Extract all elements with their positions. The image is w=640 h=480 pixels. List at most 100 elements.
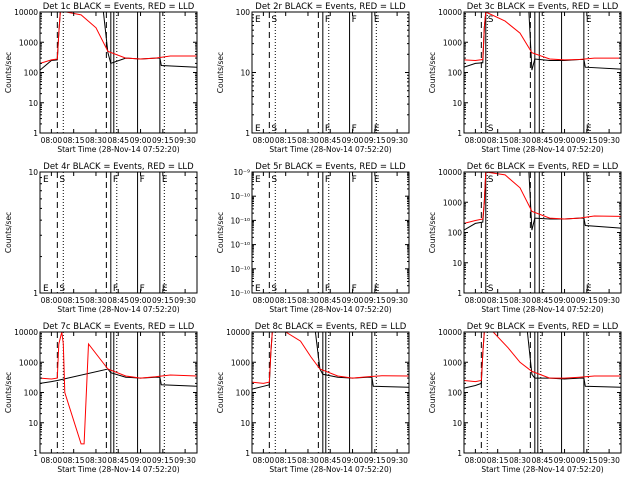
y-tick-label: 100 [448, 389, 463, 398]
marker-label: F [325, 284, 330, 294]
x-tick-label: 08:45 [319, 136, 341, 145]
x-tick-label: 09:00 [342, 456, 364, 465]
marker-label: F [113, 175, 118, 185]
x-tick-label: 09:30 [174, 136, 196, 145]
x-tick-label: 09:30 [598, 296, 620, 305]
y-tick-label: 10000 [438, 168, 462, 177]
y-tick-label: 10 [28, 419, 38, 428]
marker-label: S [488, 124, 494, 134]
marker-label: F [113, 284, 118, 294]
x-tick-label: 08:00 [41, 456, 63, 465]
x-tick-label: 09:15 [364, 456, 386, 465]
y-tick-label: 10⁻¹⁰ [230, 192, 250, 201]
x-tick-label: 08:30 [297, 136, 319, 145]
chart-panel-1: Det 1c BLACK = Events, RED = LLD 1 10 100 10… [4, 2, 198, 154]
x-tick-label: 09:15 [152, 296, 174, 305]
x-tick-label: 09:00 [554, 456, 576, 465]
y-tick-label: 1000 [231, 358, 250, 367]
y-tick-label: 10 [452, 419, 462, 428]
x-tick-label: 08:00 [41, 296, 63, 305]
y-axis-label: Counts/sec [428, 52, 437, 93]
marker-label: E [162, 175, 168, 185]
x-tick-label: 08:30 [509, 136, 531, 145]
marker-label: S [271, 15, 277, 25]
y-axis-label: Counts/sec [4, 212, 13, 253]
x-tick-label: 08:45 [531, 456, 553, 465]
x-tick-label: 08:45 [319, 296, 341, 305]
x-tick-label: 08:30 [297, 456, 319, 465]
marker-label: E [162, 284, 168, 294]
x-tick-label: 09:30 [598, 456, 620, 465]
y-tick-label: 1 [457, 129, 462, 138]
marker-label: S [271, 175, 277, 185]
y-tick-label: 10 [28, 168, 38, 177]
x-tick-label: 09:15 [576, 136, 598, 145]
marker-label: E [586, 284, 592, 294]
chart-title: Det 9c BLACK = Events, RED = LLD [467, 322, 619, 332]
series-events-line [40, 368, 197, 387]
y-tick-label: 1 [33, 289, 38, 298]
marker-label: E [586, 124, 592, 134]
chart-title: Det 4r BLACK = Events, RED = LLD [43, 162, 194, 172]
x-tick-label: 09:00 [342, 136, 364, 145]
y-tick-label: 100 [24, 389, 39, 398]
x-tick-label: 09:15 [152, 456, 174, 465]
x-tick-label: 08:30 [297, 296, 319, 305]
y-tick-label: 1000 [443, 198, 462, 207]
x-axis-label: Start Time (28-Nov-14 07:52:20) [57, 145, 179, 154]
series-lld-line [464, 12, 621, 62]
chart-panel-4: Det 4r BLACK = Events, RED = LLDEESSFFFF… [4, 162, 198, 314]
x-tick-label: 09:00 [554, 296, 576, 305]
x-tick-label: 09:30 [598, 136, 620, 145]
marker-label: S [488, 15, 494, 25]
x-tick-label: 09:00 [130, 136, 152, 145]
y-tick-label: 1 [245, 129, 250, 138]
y-tick-label: 100 [24, 69, 39, 78]
chart-panel-5: Det 5r BLACK = Events, RED = LLDEESSFFFF… [216, 162, 410, 314]
x-tick-label: 08:30 [509, 296, 531, 305]
x-axis-label: Start Time (28-Nov-14 07:52:20) [481, 465, 603, 474]
marker-label: E [586, 15, 592, 25]
marker-label: F [352, 124, 357, 134]
chart-title: Det 5r BLACK = Events, RED = LLD [255, 162, 406, 172]
x-axis-label: Start Time (28-Nov-14 07:52:20) [57, 465, 179, 474]
y-axis-label: Counts/sec [4, 372, 13, 413]
y-tick-label: 10 [240, 69, 250, 78]
series-lld-line [464, 332, 621, 383]
y-tick-label: 1 [457, 289, 462, 298]
x-tick-label: 08:15 [63, 456, 85, 465]
x-tick-label: 08:00 [465, 136, 487, 145]
y-tick-label: 10000 [14, 328, 38, 337]
marker-label: E [374, 284, 380, 294]
y-tick-label: 1000 [443, 38, 462, 47]
marker-label: F [352, 15, 357, 25]
marker-label: F [140, 175, 145, 185]
marker-label: S [488, 175, 494, 185]
y-tick-label: 10 [28, 99, 38, 108]
series-events-line [464, 332, 621, 389]
y-tick-label: 1 [33, 449, 38, 458]
marker-label: S [488, 284, 494, 294]
x-tick-label: 08:30 [85, 456, 107, 465]
y-tick-label: 10000 [438, 8, 462, 17]
marker-label: S [271, 284, 277, 294]
x-tick-label: 09:30 [174, 456, 196, 465]
chart-panel-7: Det 7c BLACK = Events, RED = LLD 1 10 100 10… [4, 322, 198, 474]
x-tick-label: 08:45 [531, 296, 553, 305]
x-tick-label: 08:45 [319, 456, 341, 465]
marker-label: E [586, 175, 592, 185]
y-tick-label: 100 [236, 8, 251, 17]
y-tick-label: 10 [452, 99, 462, 108]
y-tick-label: 100 [448, 229, 463, 238]
x-tick-label: 08:30 [509, 456, 531, 465]
y-axis-label: Counts/sec [428, 372, 437, 413]
series-lld-line [252, 332, 409, 384]
chart-title: Det 3c BLACK = Events, RED = LLD [467, 2, 619, 12]
x-tick-label: 09:00 [554, 136, 576, 145]
x-tick-label: 09:30 [386, 456, 408, 465]
x-axis-label: Start Time (28-Nov-14 07:52:20) [269, 305, 391, 314]
marker-label: S [59, 284, 65, 294]
chart-panel-3: Det 3c BLACK = Events, RED = LLD S S E E 1 10 1… [428, 2, 622, 154]
x-tick-label: 09:15 [152, 136, 174, 145]
y-axis-label: Counts/sec [216, 372, 225, 413]
